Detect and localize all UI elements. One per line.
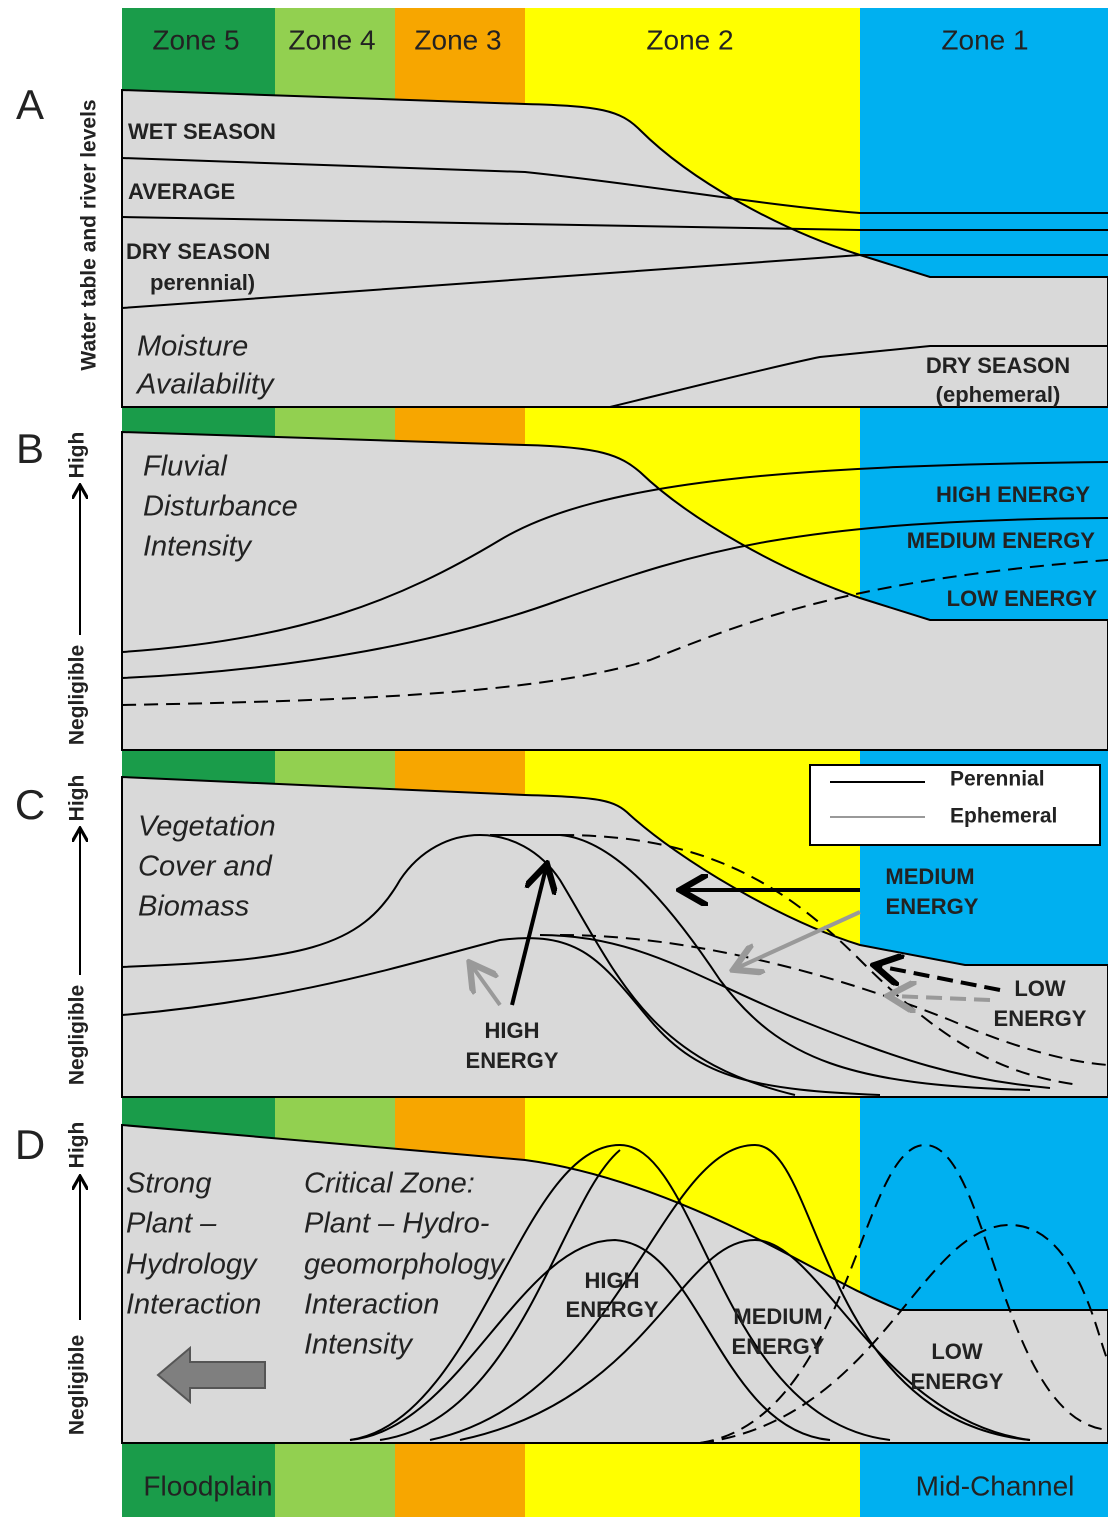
legend-label: Perennial xyxy=(950,768,1045,791)
label: HIGH xyxy=(585,1268,640,1293)
axis-high: High xyxy=(66,1122,89,1169)
bottom-label: Mid-Channel xyxy=(916,1470,1075,1501)
label: ENERGY xyxy=(994,1006,1087,1031)
text: Strong xyxy=(126,1168,211,1200)
title: Fluvial xyxy=(143,451,228,483)
axis-label: Water table and river levels xyxy=(78,99,101,370)
title: Intensity xyxy=(143,531,252,563)
zone-label: Zone 4 xyxy=(288,24,375,55)
panel-letter: D xyxy=(15,1121,45,1168)
label: Availability xyxy=(135,369,275,401)
zone-label: Zone 5 xyxy=(152,24,239,55)
title: Cover and xyxy=(138,851,273,883)
text: Critical Zone: xyxy=(304,1168,475,1200)
text: Hydrology xyxy=(126,1249,258,1281)
title: Biomass xyxy=(138,891,249,923)
title: Vegetation xyxy=(138,811,276,843)
axis-high: High xyxy=(66,775,89,822)
label: ENERGY xyxy=(466,1048,559,1073)
legend-label: Ephemeral xyxy=(950,805,1057,828)
label: MEDIUM xyxy=(733,1304,822,1329)
panel-a: A Water table and river levels WET SEASO… xyxy=(16,81,1108,408)
label: WET SEASON xyxy=(128,119,276,144)
label: MEDIUM ENERGY xyxy=(907,528,1096,553)
text: Interaction xyxy=(126,1289,261,1321)
label: LOW ENERGY xyxy=(947,586,1098,611)
axis-low: Negligible xyxy=(66,1335,89,1435)
zone-label: Zone 2 xyxy=(646,24,733,55)
panel-c: Perennial Ephemeral C High Negligible Ve… xyxy=(15,764,1108,1098)
label: ENERGY xyxy=(886,894,979,919)
label: HIGH ENERGY xyxy=(936,482,1090,507)
label: DRY SEASON xyxy=(926,353,1070,378)
label: Moisture xyxy=(137,331,248,363)
label: ENERGY xyxy=(732,1334,825,1359)
panel-letter: B xyxy=(16,425,44,472)
axis-low: Negligible xyxy=(66,985,89,1085)
text: Plant – xyxy=(126,1208,217,1240)
axis-low: Negligible xyxy=(66,645,89,745)
text: Interaction xyxy=(304,1289,439,1321)
label: ENERGY xyxy=(566,1297,659,1322)
panel-letter: C xyxy=(15,781,45,828)
label: (ephemeral) xyxy=(936,382,1061,407)
panel-b: B High Negligible Fluvial Disturbance In… xyxy=(16,425,1108,751)
label: ENERGY xyxy=(911,1369,1004,1394)
label: perennial) xyxy=(150,270,255,295)
panel-letter: A xyxy=(16,81,44,128)
label: MEDIUM xyxy=(885,864,974,889)
zone-label: Zone 3 xyxy=(414,24,501,55)
label: DRY SEASON xyxy=(126,239,270,264)
label: HIGH xyxy=(485,1018,540,1043)
bottom-label: Floodplain xyxy=(143,1470,272,1501)
axis-high: High xyxy=(66,432,89,479)
text: geomorphology xyxy=(304,1249,505,1281)
label: LOW xyxy=(1014,976,1066,1001)
panel-d: D High Negligible Strong Plant – Hydrolo… xyxy=(15,1121,1108,1444)
title: Disturbance xyxy=(143,491,298,523)
zone-label: Zone 1 xyxy=(941,24,1028,55)
text: Plant – Hydro- xyxy=(304,1208,489,1240)
label: AVERAGE xyxy=(128,179,235,204)
text: Intensity xyxy=(304,1329,413,1361)
label: LOW xyxy=(931,1339,983,1364)
